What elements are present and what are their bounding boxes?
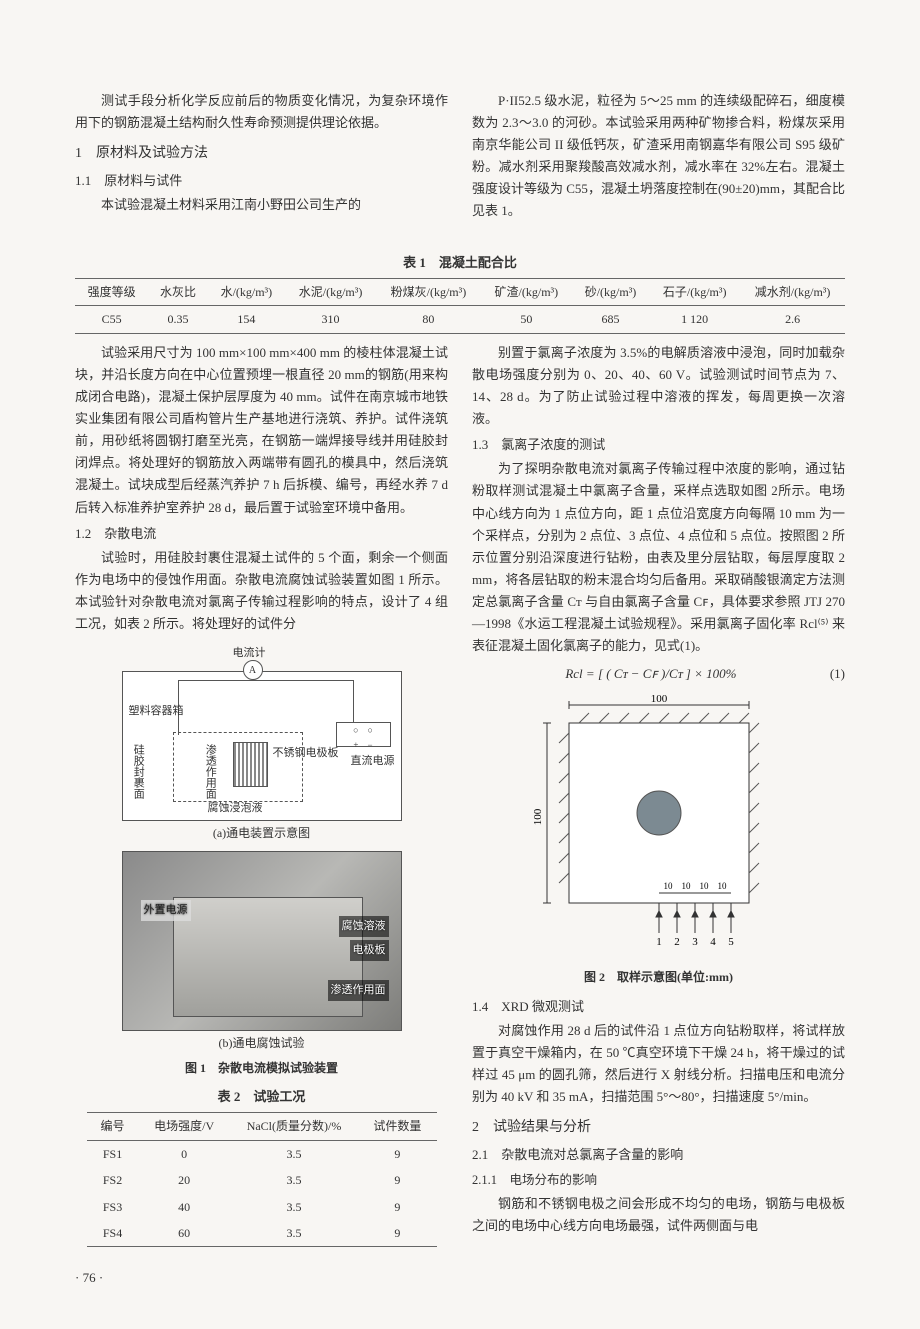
fig1a-electrode-label: 不锈钢电极板: [273, 744, 339, 763]
eq1-text: Rcl = [ ( Cᴛ − Cꜰ )/Cᴛ ] × 100%: [565, 666, 736, 681]
t2r: FS4: [87, 1220, 139, 1247]
t2r: 3.5: [230, 1167, 359, 1193]
t1h7: 石子/(kg/m³): [649, 279, 740, 306]
t2r: 9: [358, 1167, 436, 1193]
fig1a: 电流计 A 塑料容器箱 硅胶封裹面 渗透作用面 不锈钢电极板 ○ ○+ − 直流…: [75, 643, 448, 843]
fig2: 100 100 10 10 10 10: [472, 693, 845, 987]
t2r: 3.5: [230, 1140, 359, 1167]
t1h8: 减水剂/(kg/m³): [740, 279, 845, 306]
t1h0: 强度等级: [75, 279, 148, 306]
t2r: FS2: [87, 1167, 139, 1193]
fig1b-permface: 渗透作用面: [328, 980, 389, 1001]
t1d8: 2.6: [740, 306, 845, 333]
equation1: Rcl = [ ( Cᴛ − Cꜰ )/Cᴛ ] × 100% (1): [472, 663, 845, 685]
fig1a-soak-label: 腐蚀浸泡液: [208, 799, 263, 818]
table2-title: 表 2 试验工况: [75, 1086, 448, 1108]
bodyL-p1: 试验采用尺寸为 100 mm×100 mm×400 mm 的棱柱体混凝土试块，并…: [75, 342, 448, 519]
t2r: 60: [139, 1220, 230, 1247]
eq1-num: (1): [830, 663, 845, 685]
t2r: FS3: [87, 1194, 139, 1220]
svg-text:1: 1: [656, 936, 662, 948]
t1d7: 1 120: [649, 306, 740, 333]
fig1a-subcap: (a)通电装置示意图: [75, 823, 448, 843]
fig1a-dc-label: 直流电源: [351, 752, 395, 771]
t1h4: 粉煤灰/(kg/m³): [376, 279, 481, 306]
t1d2: 154: [208, 306, 285, 333]
t1h5: 矿渣/(kg/m³): [481, 279, 572, 306]
t2r: 9: [358, 1140, 436, 1167]
fig2-dimw: 100: [650, 693, 667, 705]
t1d3: 310: [285, 306, 376, 333]
table1-title: 表 1 混凝土配合比: [75, 252, 845, 274]
fig2-caption: 图 2 取样示意图(单位:mm): [472, 967, 845, 987]
fig1a-silicone-label: 硅胶封裹面: [129, 744, 148, 799]
t2r: 9: [358, 1220, 436, 1247]
bodyR-p3: 对腐蚀作用 28 d 后的试件沿 1 点位方向钻粉取样，将试样放置于真空干燥箱内…: [472, 1020, 845, 1108]
sec211-title: 2.1.1 电场分布的影响: [472, 1170, 845, 1191]
svg-text:10: 10: [717, 881, 727, 891]
fig1-caption: 图 1 杂散电流模拟试验装置: [75, 1058, 448, 1078]
fig2-dimh: 100: [532, 809, 544, 826]
t1d0: C55: [75, 306, 148, 333]
t2r: 3.5: [230, 1220, 359, 1247]
ammeter-icon: A: [243, 660, 263, 680]
t1h6: 砂/(kg/m³): [572, 279, 649, 306]
fig1b-extpower: 外置电源: [141, 900, 191, 921]
intro-right: P·II52.5 级水泥，粒径为 5～25 mm 的连续级配碎石，细度模数为 2…: [472, 90, 845, 223]
t2r: 9: [358, 1194, 436, 1220]
t2h2: NaCl(质量分数)/%: [230, 1113, 359, 1140]
sec12-title: 1.2 杂散电流: [75, 523, 448, 545]
svg-text:10: 10: [681, 881, 691, 891]
table2: 编号 电场强度/V NaCl(质量分数)/% 试件数量 FS103.59 FS2…: [87, 1112, 437, 1247]
t1h1: 水灰比: [148, 279, 207, 306]
sec211-p: 钢筋和不锈钢电极之间会形成不均匀的电场，钢筋与电极板之间的电场中心线方向电场最强…: [472, 1193, 845, 1237]
t2r: 40: [139, 1194, 230, 1220]
sec11-p: 本试验混凝土材料采用江南小野田公司生产的: [75, 194, 448, 216]
t2h0: 编号: [87, 1113, 139, 1140]
table1: 强度等级 水灰比 水/(kg/m³) 水泥/(kg/m³) 粉煤灰/(kg/m³…: [75, 278, 845, 334]
t2h3: 试件数量: [358, 1113, 436, 1140]
t2r: 0: [139, 1140, 230, 1167]
svg-text:3: 3: [692, 936, 698, 948]
fig1b-subcap: (b)通电腐蚀试验: [75, 1033, 448, 1053]
svg-text:10: 10: [663, 881, 673, 891]
sec13-title: 1.3 氯离子浓度的测试: [472, 434, 845, 456]
t1d6: 685: [572, 306, 649, 333]
intro-left: 测试手段分析化学反应前后的物质变化情况，为复杂环境作用下的钢筋混凝土结构耐久性寿…: [75, 90, 448, 134]
bodyL-p2: 试验时，用硅胶封裹住混凝土试件的 5 个面，剩余一个侧面作为电场中的侵蚀作用面。…: [75, 547, 448, 635]
t2r: FS1: [87, 1140, 139, 1167]
t2r: 3.5: [230, 1194, 359, 1220]
t1d5: 50: [481, 306, 572, 333]
sec1-title: 1 原材料及试验方法: [75, 142, 448, 166]
t1h3: 水泥/(kg/m³): [285, 279, 376, 306]
bodyR-p1: 别置于氯离子浓度为 3.5%的电解质溶液中浸泡，同时加载杂散电场强度分别为 0、…: [472, 342, 845, 430]
sec14-title: 1.4 XRD 微观测试: [472, 996, 845, 1018]
t1h2: 水/(kg/m³): [208, 279, 285, 306]
fig1a-container-label: 塑料容器箱: [129, 702, 184, 721]
fig1a-permeate-label: 渗透作用面: [201, 744, 220, 799]
t1d4: 80: [376, 306, 481, 333]
t2r: 20: [139, 1167, 230, 1193]
bodyR-p2: 为了探明杂散电流对氯离子传输过程中浓度的影响，通过钻粉取样测试混凝土中氯离子含量…: [472, 458, 845, 657]
svg-text:2: 2: [674, 936, 680, 948]
svg-text:4: 4: [710, 936, 716, 948]
sec2-title: 2 试验结果与分析: [472, 1116, 845, 1140]
page-number: · 76 ·: [75, 1267, 845, 1289]
fig1b-corrsol: 腐蚀溶液: [339, 916, 389, 937]
sec11-title: 1.1 原材料与试件: [75, 170, 448, 192]
svg-text:10: 10: [699, 881, 709, 891]
svg-text:5: 5: [728, 936, 734, 948]
t1d1: 0.35: [148, 306, 207, 333]
fig1b: 外置电源 腐蚀溶液 电极板 渗透作用面 (b)通电腐蚀试验 图 1 杂散电流模拟…: [75, 851, 448, 1078]
sec21-title: 2.1 杂散电流对总氯离子含量的影响: [472, 1144, 845, 1166]
t2h1: 电场强度/V: [139, 1113, 230, 1140]
fig1b-plate: 电极板: [350, 940, 389, 961]
